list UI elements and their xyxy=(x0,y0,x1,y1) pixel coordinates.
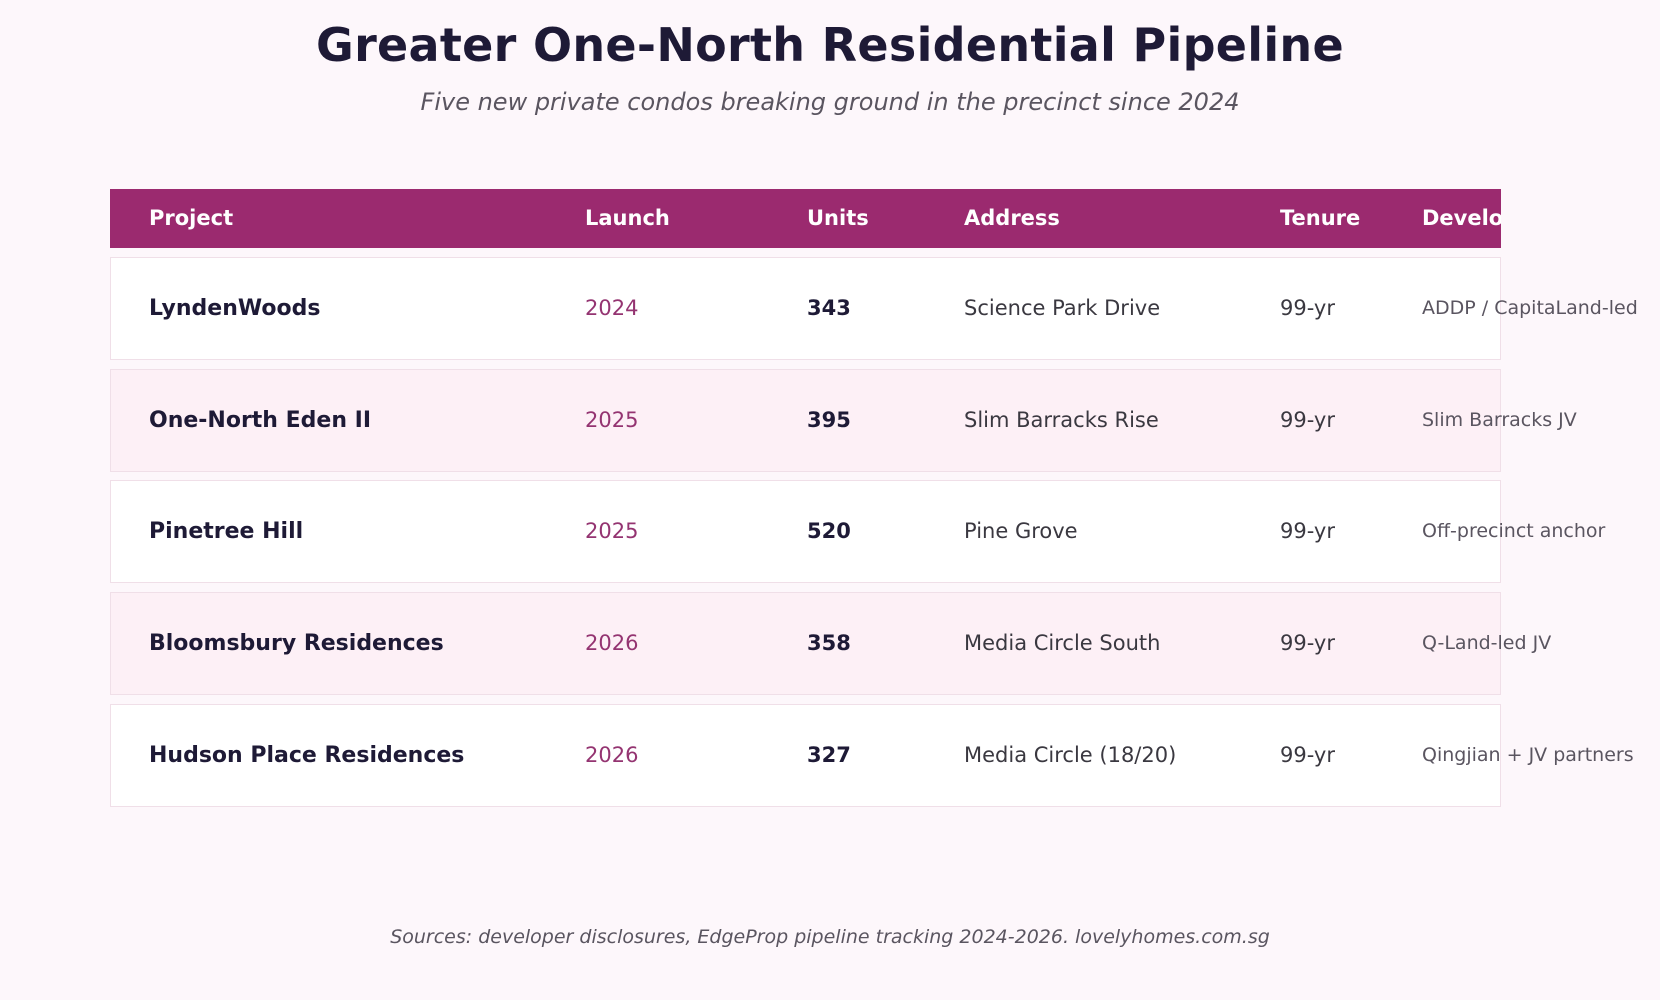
address: Science Park Drive xyxy=(964,296,1161,320)
launch-year: 2025 xyxy=(585,519,639,543)
project-name: Pinetree Hill xyxy=(149,519,304,544)
tenure: 99-yr xyxy=(1280,631,1335,655)
header-tenure: Tenure xyxy=(1280,206,1361,230)
unit-count: 395 xyxy=(807,408,851,432)
unit-count: 520 xyxy=(807,519,851,543)
unit-count: 358 xyxy=(807,631,851,655)
header-developer: Developer xyxy=(1422,206,1501,230)
developer: Qingjian + JV partners xyxy=(1422,744,1634,766)
table-row: Bloomsbury Residences 2026 358 Media Cir… xyxy=(110,592,1551,695)
header-address: Address xyxy=(964,206,1060,230)
header-project: Project xyxy=(149,206,234,230)
tenure: 99-yr xyxy=(1280,296,1335,320)
address: Media Circle (18/20) xyxy=(964,743,1177,767)
header-launch: Launch xyxy=(585,206,670,230)
address: Pine Grove xyxy=(964,519,1078,543)
project-name: Hudson Place Residences xyxy=(149,743,465,768)
table-header: Project Launch Units Address Tenure Deve… xyxy=(110,189,1501,248)
developer: Slim Barracks JV xyxy=(1422,409,1577,431)
tenure: 99-yr xyxy=(1280,519,1335,543)
table-row: Pinetree Hill 2025 520 Pine Grove 99-yr … xyxy=(110,480,1605,583)
project-name: One-North Eden II xyxy=(149,408,372,433)
developer: Q-Land-led JV xyxy=(1422,632,1552,654)
source-note: Sources: developer disclosures, EdgeProp… xyxy=(390,926,1270,948)
table-row: One-North Eden II 2025 395 Slim Barracks… xyxy=(110,369,1577,472)
pipeline-table: Project Launch Units Address Tenure Deve… xyxy=(110,189,1638,807)
chart-title: Greater One-North Residential Pipeline xyxy=(316,18,1344,72)
unit-count: 327 xyxy=(807,743,851,767)
address: Media Circle South xyxy=(964,631,1161,655)
tenure: 99-yr xyxy=(1280,743,1335,767)
unit-count: 343 xyxy=(807,296,851,320)
table-row: Hudson Place Residences 2026 327 Media C… xyxy=(110,704,1634,807)
developer: Off-precinct anchor xyxy=(1422,520,1606,542)
table-row: LyndenWoods 2024 343 Science Park Drive … xyxy=(110,257,1638,360)
launch-year: 2026 xyxy=(585,631,639,655)
project-name: Bloomsbury Residences xyxy=(149,631,444,656)
launch-year: 2025 xyxy=(585,408,639,432)
address: Slim Barracks Rise xyxy=(964,408,1159,432)
project-name: LyndenWoods xyxy=(149,296,321,321)
launch-year: 2024 xyxy=(585,296,639,320)
developer: ADDP / CapitaLand-led xyxy=(1422,297,1638,319)
launch-year: 2026 xyxy=(585,743,639,767)
tenure: 99-yr xyxy=(1280,408,1335,432)
header-units: Units xyxy=(807,206,869,230)
chart-subtitle: Five new private condos breaking ground … xyxy=(420,88,1240,116)
